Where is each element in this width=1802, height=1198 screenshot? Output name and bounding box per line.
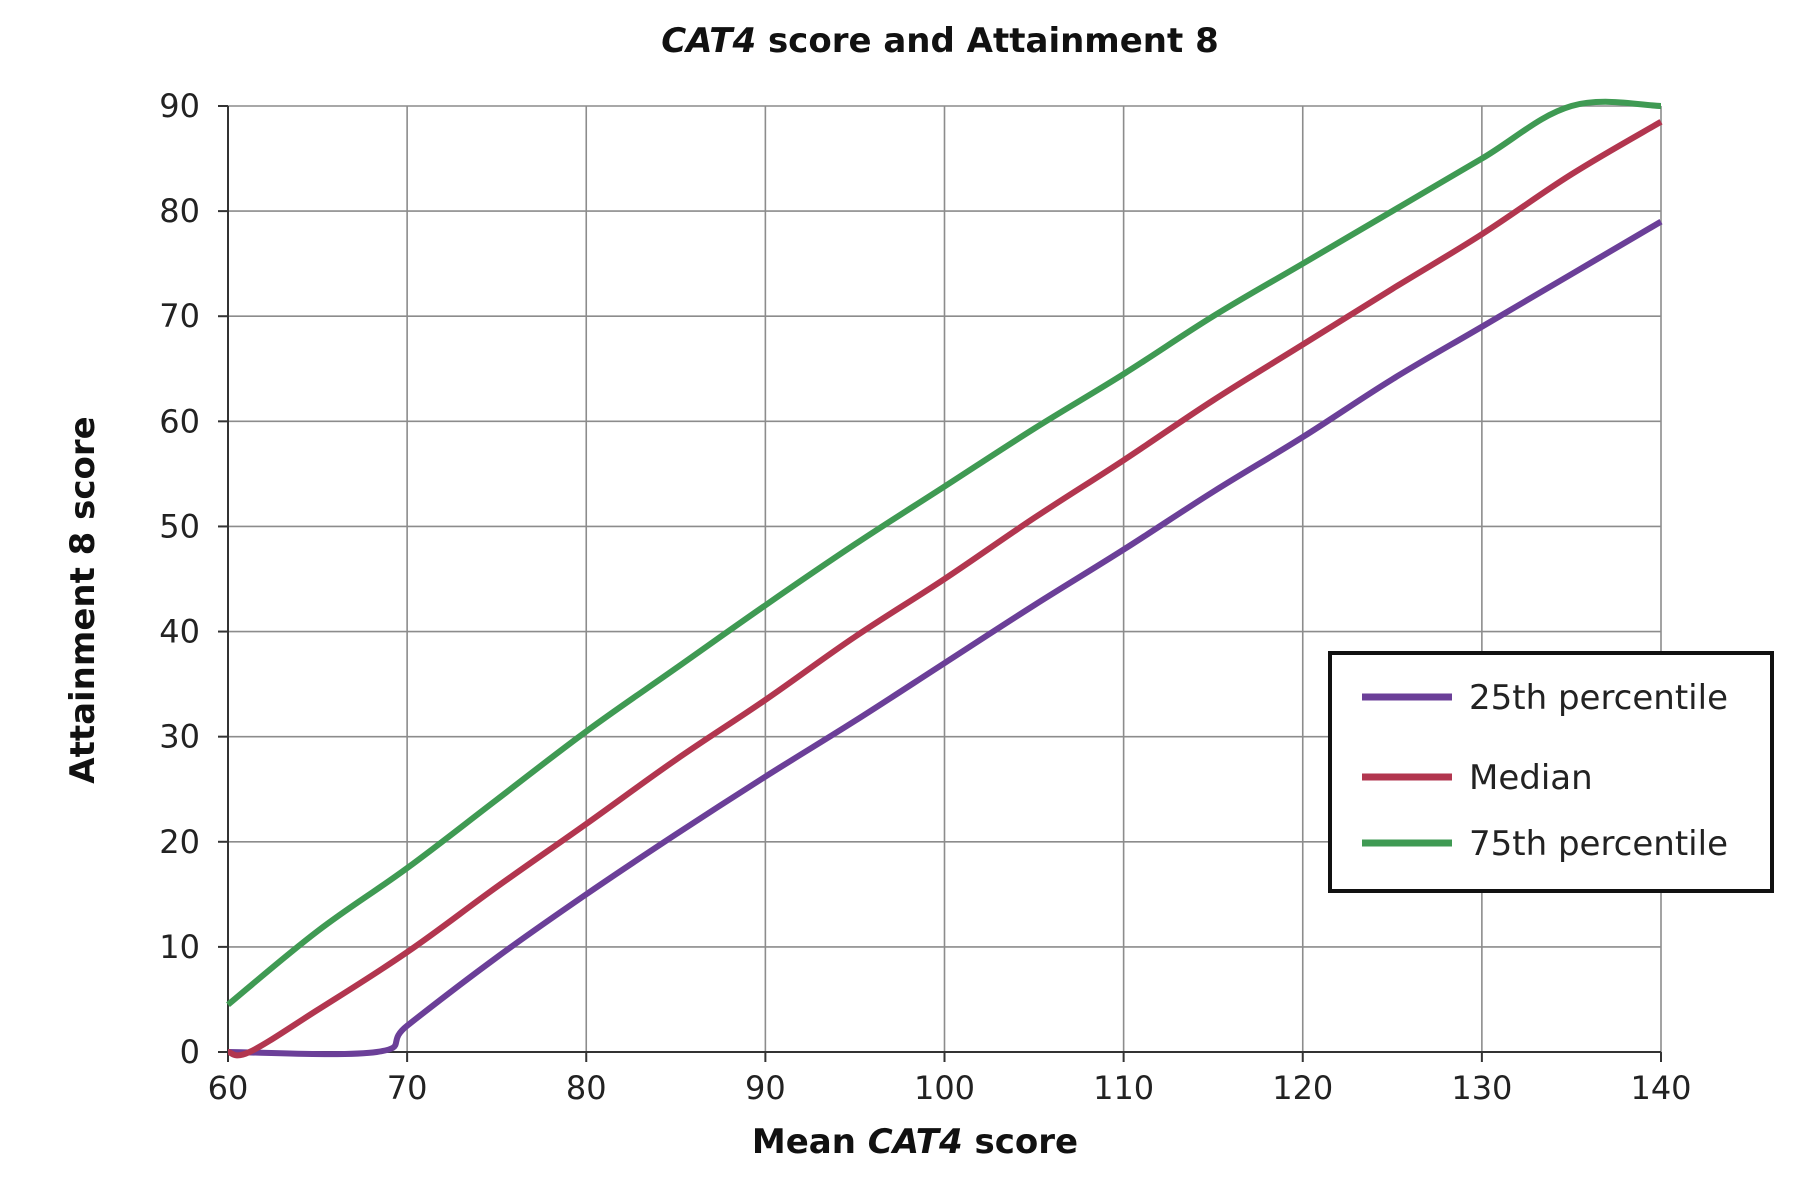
y-tick-label: 20: [159, 823, 200, 861]
series-median-line: [227, 119, 1663, 1059]
axes: [218, 105, 1662, 1062]
x-tick-label: 120: [1272, 1069, 1333, 1107]
x-axis-title-pre: Mean: [752, 1122, 868, 1162]
y-tick-label: 40: [159, 613, 200, 651]
legend-label-75th-percentile: 75th percentile: [1469, 824, 1728, 864]
legend: 25th percentile Median 75th percentile: [1328, 651, 1774, 893]
series-75th-percentile-line: [226, 98, 1662, 1008]
x-tick-label: 100: [914, 1069, 975, 1107]
y-tick-label: 90: [159, 87, 200, 125]
x-axis-title-italic: CAT4: [868, 1122, 963, 1162]
x-tick-label: 140: [1630, 1069, 1691, 1107]
series-lines: [226, 98, 1663, 1059]
x-tick-label: 60: [208, 1069, 249, 1107]
x-tick-label: 80: [566, 1069, 607, 1107]
y-tick-label: 0: [180, 1033, 200, 1071]
y-tick-label: 50: [159, 507, 200, 545]
y-tick-label: 60: [159, 402, 200, 440]
y-tick-label: 80: [159, 192, 200, 230]
x-axis-title: Mean CAT4 score: [752, 1122, 1078, 1162]
y-tick-label: 10: [159, 928, 200, 966]
chart-title-italic: CAT4: [661, 21, 756, 61]
chart-title: CAT4 score and Attainment 8: [661, 21, 1219, 61]
y-axis-title: Attainment 8 score: [63, 416, 103, 783]
chart-title-rest: score and Attainment 8: [756, 21, 1219, 61]
legend-box: [1328, 651, 1774, 893]
series-25th-percentile-line: [227, 219, 1663, 1058]
x-tick-label: 70: [387, 1069, 428, 1107]
x-tick-label: 130: [1451, 1069, 1512, 1107]
y-tick-label: 70: [159, 297, 200, 335]
legend-label-median: Median: [1469, 758, 1593, 798]
x-tick-label: 90: [745, 1069, 786, 1107]
legend-label-25th-percentile: 25th percentile: [1469, 678, 1728, 718]
x-axis-title-post: score: [963, 1122, 1078, 1162]
tick-labels: 60 70 80 90 100 110 120 130 140 0 10 20 30 40 50 60 70 80…: [159, 87, 1691, 1107]
x-tick-label: 110: [1093, 1069, 1154, 1107]
y-tick-label: 30: [159, 718, 200, 756]
